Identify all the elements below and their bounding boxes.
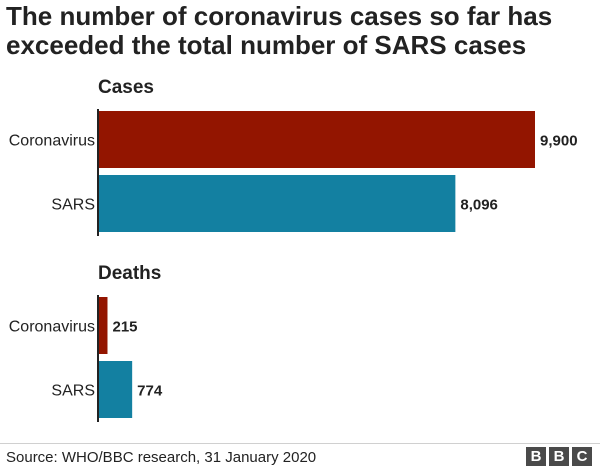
chart-title: The number of coronavirus cases so far h… xyxy=(6,1,553,60)
source-note: Source: WHO/BBC research, 31 January 202… xyxy=(6,449,317,466)
bbc-logo-letter-3: C xyxy=(572,447,592,466)
cases-bar-sars xyxy=(98,175,456,232)
deaths-category-label-sars: SARS xyxy=(51,383,95,400)
cases-category-label-coronavirus: Coronavirus xyxy=(9,133,95,150)
deaths-value-label-sars: 774 xyxy=(137,383,163,400)
cases-value-label-coronavirus: 9,900 xyxy=(540,133,578,150)
bbc-logo-letter-2: B xyxy=(549,447,569,466)
cases-category-label-sars: SARS xyxy=(51,197,95,214)
deaths-category-label-coronavirus: Coronavirus xyxy=(9,319,95,336)
cases-value-label-sars: 8,096 xyxy=(460,197,498,214)
deaths-bar-coronavirus xyxy=(98,297,108,354)
cases-panel-title: Cases xyxy=(98,77,154,98)
footer-divider xyxy=(0,443,600,444)
deaths-value-label-coronavirus: 215 xyxy=(112,319,137,336)
cases-bar-coronavirus xyxy=(98,111,535,168)
deaths-panel-title: Deaths xyxy=(98,263,161,284)
deaths-bar-sars xyxy=(98,361,133,418)
bbc-logo: B B C xyxy=(526,447,592,466)
bbc-logo-letter-1: B xyxy=(526,447,546,466)
